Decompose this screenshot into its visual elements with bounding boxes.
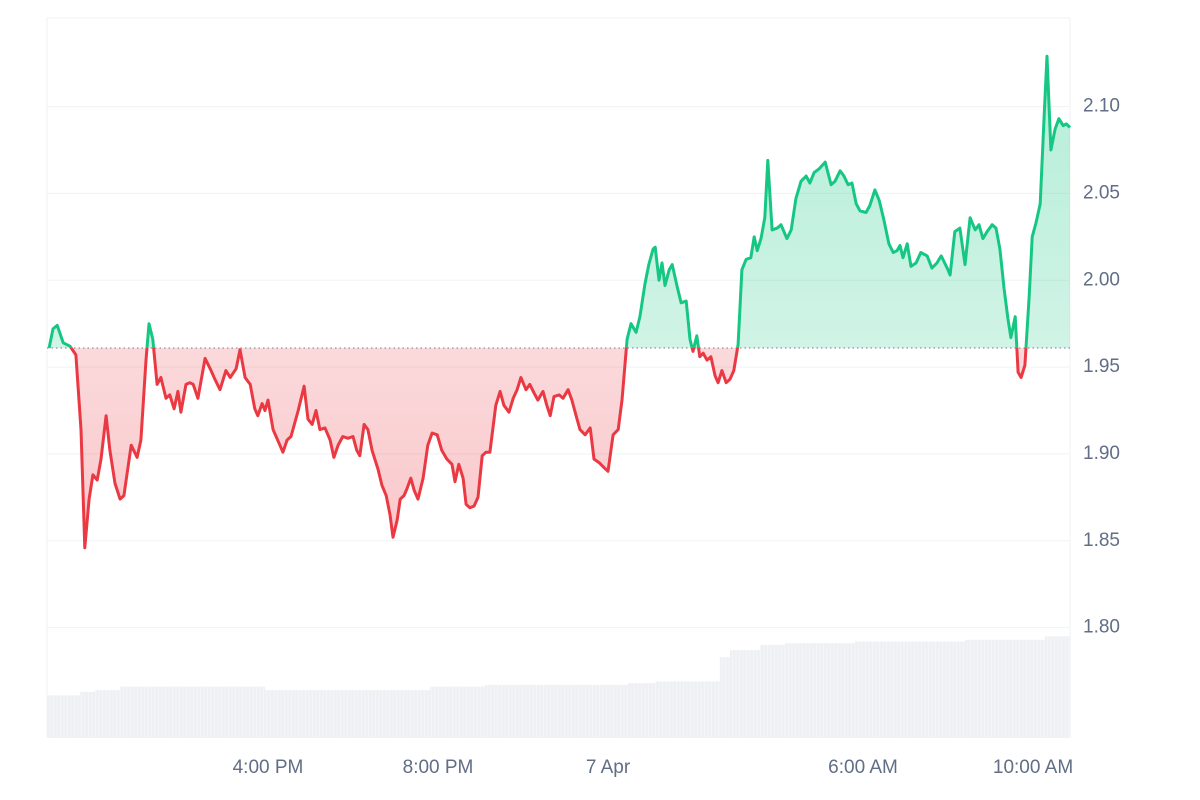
volume-bar bbox=[854, 641, 966, 737]
y-tick-label: 1.85 bbox=[1083, 530, 1120, 551]
price-line-down bbox=[48, 347, 1028, 550]
volume-bar bbox=[148, 686, 266, 737]
volume-bar bbox=[965, 639, 1045, 737]
volume-bar bbox=[47, 695, 81, 737]
volume-bar bbox=[80, 691, 96, 737]
volume-bar bbox=[1044, 636, 1070, 737]
y-tick-label: 1.90 bbox=[1083, 443, 1120, 464]
x-tick-label: 4:00 PM bbox=[233, 757, 304, 778]
volume-bar bbox=[655, 681, 720, 737]
volume-bar bbox=[429, 686, 486, 737]
volume-bar bbox=[719, 657, 730, 737]
y-tick-label: 1.80 bbox=[1083, 617, 1120, 638]
x-tick-label: 7 Apr bbox=[586, 757, 631, 778]
y-tick-label: 2.00 bbox=[1083, 269, 1120, 290]
volume-bar bbox=[497, 684, 628, 737]
area-up bbox=[49, 56, 1070, 348]
y-tick-label: 2.10 bbox=[1083, 96, 1120, 117]
x-tick-label: 6:00 AM bbox=[828, 757, 898, 778]
area-down bbox=[49, 347, 1070, 548]
y-tick-label: 2.05 bbox=[1083, 182, 1120, 203]
y-tick-label: 1.95 bbox=[1083, 356, 1120, 377]
x-tick-label: 8:00 PM bbox=[403, 757, 474, 778]
volume-bar bbox=[729, 650, 761, 737]
x-tick-label: 10:00 AM bbox=[993, 757, 1073, 778]
price-line-up bbox=[47, 54, 1072, 348]
